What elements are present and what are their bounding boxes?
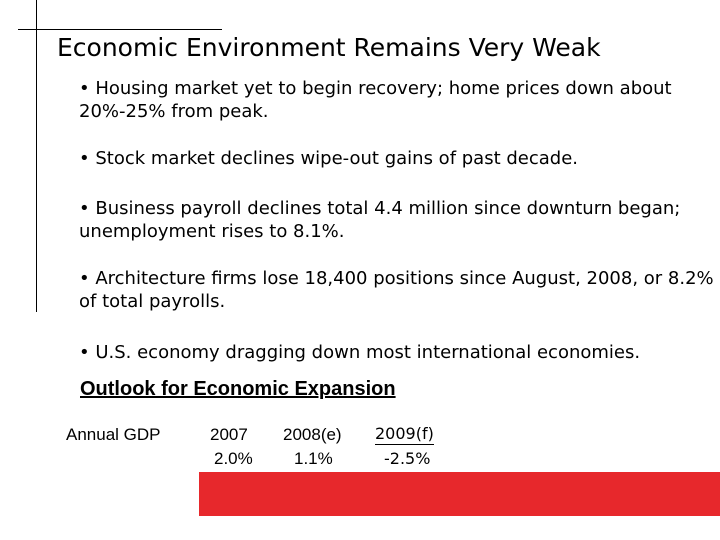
slide-title: Economic Environment Remains Very Weak: [57, 33, 601, 62]
bullet-us-economy: • U.S. economy dragging down most intern…: [79, 342, 641, 363]
gdp-value-2009: -2.5%: [384, 449, 431, 468]
left-vertical-rule: [36, 0, 37, 312]
gdp-value-2008: 1.1%: [294, 449, 333, 468]
bullet-housing: • Housing market yet to begin recovery; …: [79, 78, 672, 122]
gdp-value-2007: 2.0%: [214, 449, 253, 468]
gdp-year-2009: 2009(f): [375, 424, 434, 445]
red-accent-bar: [199, 472, 720, 516]
bullet-architecture-firms: • Architecture firms lose 18,400 positio…: [79, 268, 714, 312]
gdp-year-2007: 2007: [210, 425, 248, 444]
top-horizontal-rule: [18, 29, 222, 30]
bullet-payroll: • Business payroll declines total 4.4 mi…: [79, 198, 681, 242]
gdp-year-2008: 2008(e): [283, 425, 342, 444]
gdp-row-label: Annual GDP: [66, 425, 161, 444]
bullet-stock-market: • Stock market declines wipe-out gains o…: [79, 148, 579, 169]
outlook-heading: Outlook for Economic Expansion: [80, 378, 396, 400]
